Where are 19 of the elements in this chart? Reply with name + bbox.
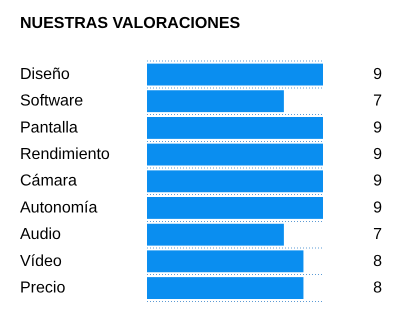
y-tick-label: Precio (20, 279, 66, 296)
data-label: 9 (373, 119, 382, 136)
data-label: 9 (373, 172, 382, 190)
data-label: 9 (373, 199, 382, 216)
data-label: 7 (373, 226, 382, 244)
y-tick-label: Rendimiento (20, 146, 110, 164)
y-tick-label: Audio (20, 226, 62, 244)
y-tick-label: Pantalla (20, 119, 78, 136)
y-tick-label: Software (20, 92, 84, 110)
y-tick-label: Autonomía (20, 199, 98, 216)
y-tick-label: Vídeo (20, 252, 62, 270)
data-label: 8 (373, 279, 382, 296)
y-tick-label: Diseño (20, 66, 70, 83)
chart-title: NUESTRAS VALORACIONES (20, 15, 240, 32)
data-label: 9 (373, 146, 382, 164)
data-label: 7 (373, 92, 382, 110)
data-label: 8 (373, 252, 382, 270)
data-label: 9 (373, 66, 382, 83)
y-tick-label: Cámara (20, 172, 78, 190)
